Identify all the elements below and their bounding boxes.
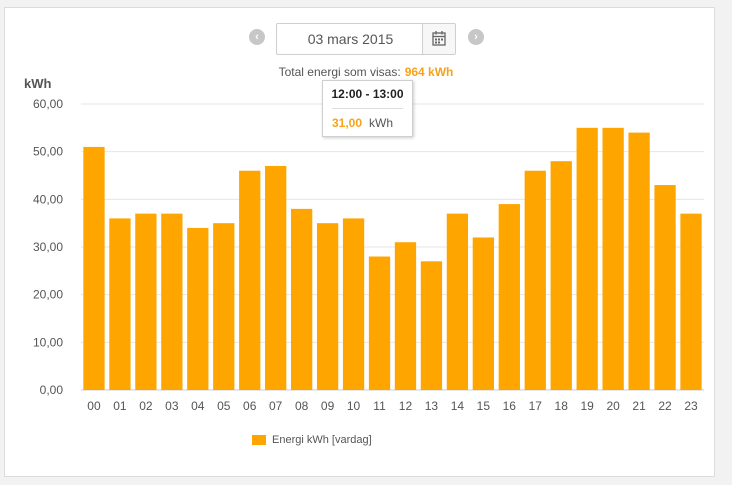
y-tick-labels: 0,00 10,00 20,00 30,00 40,00 50,00 60,00 [33,97,63,397]
y-tick-label: 60,00 [33,97,63,111]
bar[interactable] [291,208,313,390]
tooltip-divider [332,108,403,109]
bar[interactable] [316,223,339,390]
x-tick-label: 18 [555,399,569,413]
legend-swatch [252,435,266,446]
bar[interactable] [654,185,676,390]
x-tick-label: 17 [529,399,543,413]
total-energy-value: 964 kWh [404,65,454,79]
bar[interactable] [239,170,261,390]
bar[interactable] [602,127,624,390]
bar[interactable] [342,218,365,390]
next-day-button[interactable]: › [468,29,484,45]
y-tick-label: 30,00 [33,240,63,254]
bar[interactable] [472,237,494,390]
tooltip-title: 12:00 - 13:00 [331,87,404,101]
x-tick-label: 10 [347,399,361,413]
y-tick-label: 40,00 [33,192,63,206]
bar-tooltip: 12:00 - 13:00 31,00 kWh [322,80,413,137]
bar[interactable] [446,213,469,390]
y-tick-label: 50,00 [33,145,63,159]
x-tick-label: 09 [321,399,335,413]
y-tick-label: 0,00 [40,383,64,397]
bar[interactable] [576,127,598,390]
tooltip-unit: kWh [369,116,393,130]
total-energy-label: Total energi som visas: [278,65,401,79]
calendar-icon [432,31,446,46]
x-tick-label: 11 [373,399,386,413]
x-tick-label: 19 [581,399,595,413]
bars [83,127,702,390]
calendar-button[interactable] [422,24,455,54]
x-tick-label: 03 [165,399,179,413]
chevron-left-icon: ‹ [255,31,259,43]
x-tick-label: 14 [451,399,465,413]
bar[interactable] [550,161,572,390]
x-tick-label: 01 [113,399,127,413]
x-tick-label: 00 [87,399,101,413]
x-tick-label: 21 [632,399,646,413]
x-tick-label: 05 [217,399,231,413]
total-energy: Total energi som visas: 964 kWh [0,65,732,79]
bar[interactable] [83,146,105,390]
x-tick-label: 04 [191,399,205,413]
bar[interactable] [265,165,287,390]
x-tick-label: 13 [425,399,439,413]
legend-label: Energi kWh [vardag] [272,434,372,446]
x-tick-label: 23 [684,399,698,413]
x-tick-label: 08 [295,399,309,413]
bar[interactable] [498,204,520,390]
bar[interactable] [680,213,702,390]
date-input[interactable]: 03 mars 2015 [307,31,394,47]
bar[interactable] [187,227,209,390]
bar[interactable] [368,256,391,390]
x-tick-label: 16 [503,399,517,413]
y-axis-label: kWh [24,76,52,91]
tooltip-value: 31,00 [332,116,363,130]
bar[interactable] [524,170,546,390]
bar[interactable] [213,223,235,390]
bar[interactable] [161,213,183,390]
previous-day-button[interactable]: ‹ [249,29,265,45]
x-tick-label: 22 [658,399,672,413]
bar[interactable] [394,242,417,390]
x-tick-label: 07 [269,399,283,413]
bar[interactable] [109,218,131,390]
bar[interactable] [135,213,157,390]
legend[interactable]: Energi kWh [vardag] [252,434,372,446]
bar[interactable] [628,132,650,390]
x-tick-labels: 00 01 02 03 04 05 06 07 08 09 10 11 12 13 14 15 16 17 18 19… [87,399,698,413]
x-tick-label: 15 [477,399,491,413]
x-tick-label: 12 [399,399,413,413]
y-tick-label: 20,00 [33,288,63,302]
x-tick-label: 02 [139,399,153,413]
date-picker[interactable]: 03 mars 2015 [276,23,456,55]
x-tick-label: 20 [606,399,620,413]
x-tick-label: 06 [243,399,257,413]
bar[interactable] [420,261,443,390]
chevron-right-icon: › [474,31,478,43]
y-tick-label: 10,00 [33,335,63,349]
